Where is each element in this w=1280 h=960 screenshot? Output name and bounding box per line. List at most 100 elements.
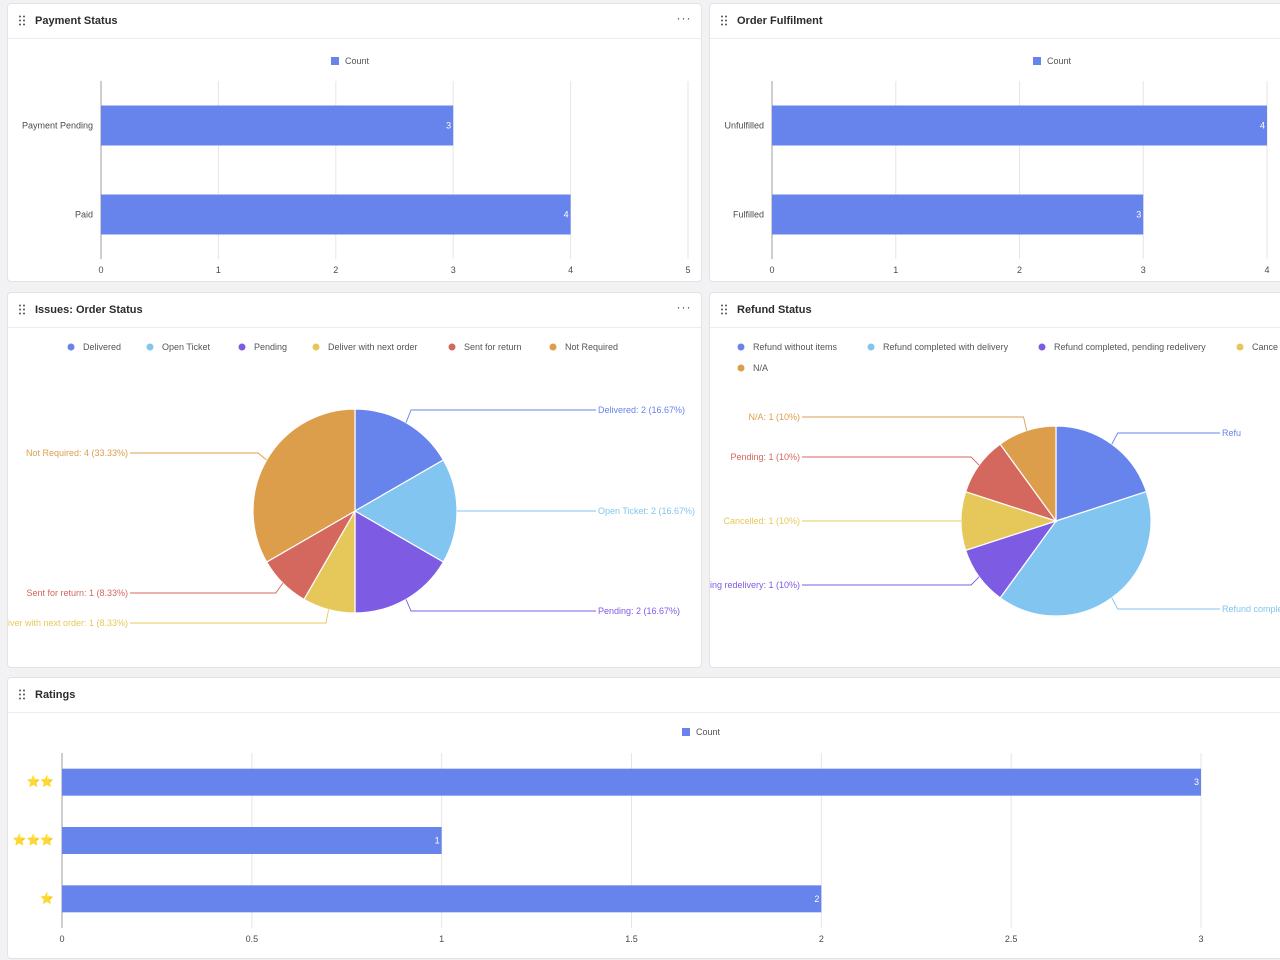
y-category-label: ⭐⭐ — [27, 775, 55, 788]
panel-header: Payment Status ··· — [8, 4, 701, 39]
pie-leader-line — [130, 582, 284, 594]
chart-legend: Refund without items Refund completed wit… — [737, 342, 1278, 373]
y-category-label: ⭐⭐⭐ — [13, 834, 54, 847]
issues-order-status-panel: Issues: Order Status ··· Delivered Open T… — [7, 292, 702, 668]
legend-label: Count — [696, 727, 721, 737]
legend-dot — [1236, 343, 1244, 351]
legend-dot — [549, 343, 557, 351]
panel-header: Issues: Order Status ··· — [8, 293, 701, 328]
pie-leader-line — [802, 576, 980, 586]
bar — [101, 194, 571, 235]
x-tick-label: 3 — [1141, 265, 1146, 275]
pie-leader-line — [130, 452, 267, 461]
pie-slice — [354, 408, 445, 513]
order-fulfilment-panel: Order Fulfilment Count 0 1 2 3 4 4 Unfulfilled 3… — [709, 3, 1280, 282]
y-category-label: Payment Pending — [22, 121, 93, 131]
bar-value-label: 3 — [1194, 777, 1199, 787]
chart-legend: Count — [331, 56, 370, 66]
legend-label: Delivered — [83, 342, 121, 352]
pie-slice-label: N/A: 1 (10%) — [748, 412, 800, 422]
bar — [772, 105, 1267, 146]
panel-title: Issues: Order Status — [35, 304, 143, 316]
bar — [101, 105, 454, 146]
legend-label: Refund completed, pending redelivery — [1054, 342, 1206, 352]
x-tick-label: 4 — [568, 265, 573, 275]
x-tick-label: 0.5 — [246, 934, 259, 944]
x-tick-label: 1.5 — [625, 934, 638, 944]
y-category-label: Unfulfilled — [724, 121, 764, 131]
pie-leader-line — [1111, 597, 1220, 610]
pie-leader-line — [802, 416, 1028, 431]
x-tick-label: 0 — [98, 265, 103, 275]
legend-label: Count — [345, 56, 370, 66]
pie-slice-label: Open Ticket: 2 (16.67%) — [598, 506, 695, 516]
legend-label: Deliver with next order — [328, 342, 418, 352]
pie-slice-label: Delivered: 2 (16.67%) — [598, 405, 685, 415]
panel-header: Order Fulfilment — [710, 4, 1280, 39]
pie-slice-label: Pending: 1 (10%) — [730, 452, 800, 462]
pie-slice — [354, 509, 445, 614]
drag-handle-icon[interactable] — [19, 689, 25, 700]
more-horizontal-icon[interactable]: ··· — [676, 300, 692, 314]
pie-slice-label: Refu — [1222, 428, 1241, 438]
legend-label: Refund without items — [753, 342, 838, 352]
y-category-label: Fulfilled — [733, 210, 764, 220]
x-tick-label: 0 — [59, 934, 64, 944]
legend-dot — [238, 343, 246, 351]
x-tick-label: 2 — [1017, 265, 1022, 275]
pie-leader-line — [802, 456, 980, 466]
drag-handle-icon[interactable] — [19, 15, 25, 26]
x-tick-label: 2 — [819, 934, 824, 944]
x-tick-label: 1 — [216, 265, 221, 275]
pie-slice-label: Cancelled: 1 (10%) — [723, 516, 800, 526]
panel-title: Ratings — [35, 689, 76, 701]
legend-dot — [67, 343, 75, 351]
bar — [62, 827, 442, 854]
panel-title: Order Fulfilment — [737, 15, 823, 27]
x-tick-label: 3 — [451, 265, 456, 275]
legend-swatch — [682, 728, 690, 736]
pie-leader-line — [405, 599, 596, 612]
more-horizontal-icon[interactable]: ··· — [676, 11, 692, 25]
legend-label: Not Required — [565, 342, 618, 352]
y-category-label: Paid — [75, 210, 93, 220]
legend-dot — [146, 343, 154, 351]
pie-slice — [1055, 425, 1148, 522]
x-tick-label: 5 — [685, 265, 690, 275]
bar-value-label: 4 — [1260, 121, 1265, 131]
bar-value-label: 3 — [1136, 210, 1141, 220]
refund-status-panel: Refund Status Refund without items Refund… — [709, 292, 1280, 668]
x-tick-label: 2 — [333, 265, 338, 275]
panel-header: Ratings — [8, 678, 1280, 713]
legend-dot — [867, 343, 875, 351]
bar-value-label: 1 — [435, 836, 440, 846]
legend-swatch — [1033, 57, 1041, 65]
legend-label: N/A — [753, 363, 768, 373]
legend-label: Sent for return — [464, 342, 522, 352]
drag-handle-icon[interactable] — [721, 304, 727, 315]
chart-legend: Delivered Open Ticket Pending Deliver with … — [67, 342, 618, 352]
pie-slice-label: Refund completed, pending redelivery: 1 … — [710, 580, 800, 590]
panel-title: Payment Status — [35, 15, 118, 27]
pie-slice-label: Sent for return: 1 (8.33%) — [26, 588, 128, 598]
chart-legend: Count — [1033, 56, 1072, 66]
ratings-panel: Ratings Count 0 0.5 1 1.5 2 2.5 3 3 ⭐⭐ 1 ⭐⭐⭐ 2 ⭐ — [7, 677, 1280, 959]
legend-dot — [448, 343, 456, 351]
legend-dot — [312, 343, 320, 351]
drag-handle-icon[interactable] — [721, 15, 727, 26]
y-category-label: ⭐ — [40, 892, 54, 905]
panel-title: Refund Status — [737, 304, 812, 316]
bar-value-label: 4 — [564, 210, 569, 220]
order-fulfilment-chart: Count 0 1 2 3 4 4 Unfulfilled 3 Fulfilled — [724, 56, 1269, 275]
drag-handle-icon[interactable] — [19, 304, 25, 315]
x-tick-label: 2.5 — [1005, 934, 1018, 944]
x-tick-label: 1 — [439, 934, 444, 944]
pie-slice — [353, 459, 458, 563]
x-tick-label: 4 — [1264, 265, 1269, 275]
pie-slice-label: Deliver with next order: 1 (8.33%) — [8, 618, 128, 628]
legend-label: Pending — [254, 342, 287, 352]
x-tick-label: 0 — [769, 265, 774, 275]
legend-swatch — [331, 57, 339, 65]
legend-label: Cance — [1252, 342, 1278, 352]
pie-leader-line — [130, 609, 330, 624]
